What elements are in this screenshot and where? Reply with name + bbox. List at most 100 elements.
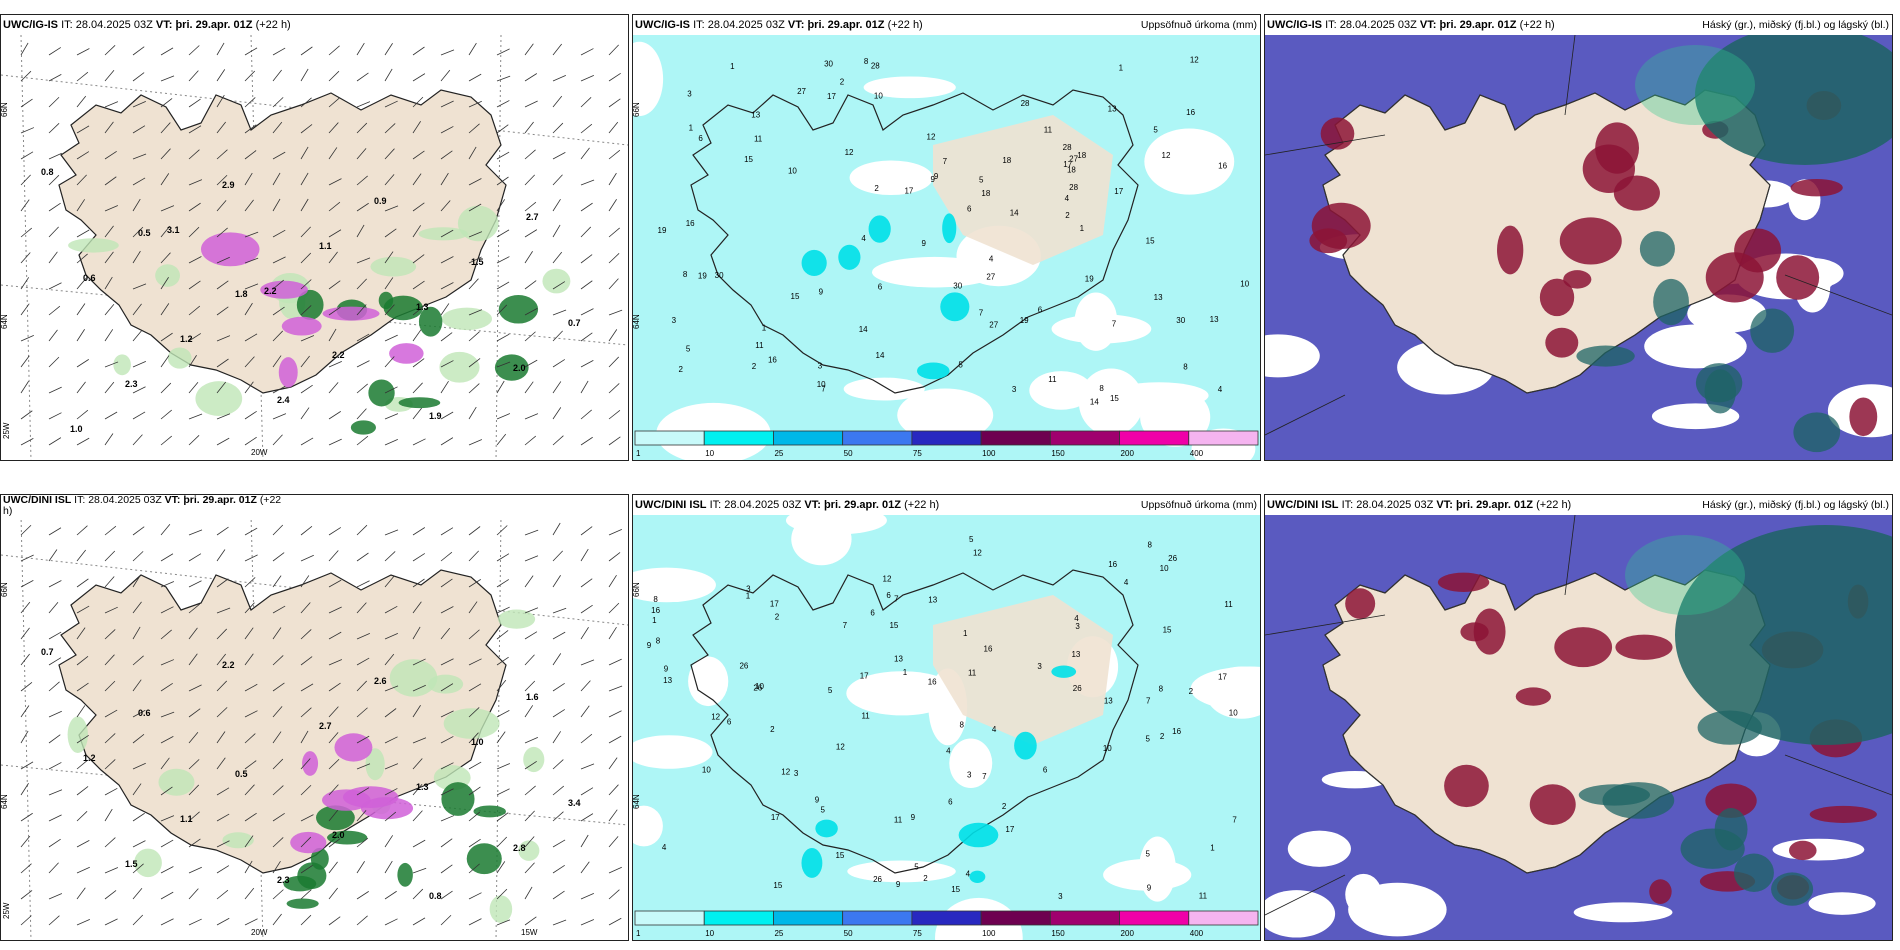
wind-barb [132,361,147,368]
wind-barb [272,860,281,874]
legend-swatch [1188,430,1259,446]
wind-barb [608,172,617,186]
snow-light-area [365,748,385,781]
wind-barb [76,578,89,588]
precip-value-label: 8 [653,595,658,604]
wind-barb [160,409,172,420]
wind-barb [76,151,90,160]
wind-barb [524,785,536,796]
precip-value-label: 8 [1159,685,1164,694]
lat-label-66n: 66N [1,582,9,597]
snow-value-label: 2.2 [222,660,235,670]
precip-value-label: 16 [768,355,777,364]
mid-cloud-area [1473,608,1506,655]
precip-value-label: 13 [1154,293,1163,302]
snow-labels: 0.7 0.6 0.5 2.0 0.8 1.6 1.2 1.1 2.3 2.6 1.0 3.4 1.5 2… [41,647,581,901]
precip-value-label: 7 [943,157,948,166]
it-value: 28.04.2025 03Z [75,19,153,31]
wind-barb [300,46,313,56]
wind-barb [608,784,619,796]
wind-barb [328,732,339,744]
snow-heavy-area [418,306,443,337]
wet-snow-area [260,280,308,299]
it-label: IT: [709,499,722,511]
wind-barb [412,202,425,212]
wind-barb [440,762,454,770]
precip-value-label: 28 [871,62,880,71]
snow-value-label: 0.8 [41,167,54,177]
panel-title: Uppsöfnuð úrkoma (mm) [1140,19,1257,31]
map-area[interactable] [1265,35,1892,460]
precip-value-label: 19 [658,226,667,235]
legend-tick: 50 [844,449,853,458]
wind-barb [76,866,90,874]
map-area[interactable]: 2 3 5 4 9 8 6 7 11 10 12 17 13 16 26 15 1 2 3 5 4 9 8 6 7 11 10 12 1… [633,515,1260,940]
wind-barb [20,42,29,56]
wind-barb [496,606,510,614]
snow-wind-panel-ig: UWC/IG-IS IT: 28.04.2025 03Z VT: þri. 29… [0,14,629,461]
wind-barb [384,68,393,82]
legend-tick: 200 [1121,929,1135,938]
snow-wind-panel-dini: UWC/DINI ISL IT: 28.04.2025 03Z VT: þri.… [0,494,629,941]
wind-barb [76,253,88,264]
wind-barb [188,355,197,368]
heavy-precip-area [801,848,823,878]
map-area[interactable]: 0.7 0.6 0.5 2.0 0.8 1.6 1.2 1.1 2.3 2.6 1.0 3.4 1.5 2… [1,515,628,940]
wind-barb [468,278,479,290]
legend-swatch [842,430,913,446]
wind-barb [48,915,60,926]
precip-value-label: 7 [1112,320,1117,329]
wind-barb [552,785,565,796]
map-area[interactable] [1265,515,1892,940]
wind-barb [104,867,119,874]
wind-barb [356,680,367,692]
wind-barb [244,333,258,342]
lead-time: (+22 h) [255,19,291,31]
wind-barb [384,174,395,186]
wind-barb [244,356,255,368]
wind-barb [524,575,534,588]
wind-barb [20,554,34,562]
map-area[interactable]: 0.8 0.5 1.8 2.2 1.9 2.7 0.6 1.2 2.4 0.9 1.5 0.7 2.3 2… [1,35,628,460]
precip-value-label: 5 [969,535,974,544]
wind-barbs [20,42,623,446]
wet-snow-area [389,343,424,364]
lead-time: (+22 h) [1536,499,1572,511]
wind-barb [580,705,590,718]
lon-label: 25W [2,902,11,919]
wind-barb [440,172,449,186]
snow-heavy-area [498,295,539,324]
clear-area [1772,838,1865,861]
wind-barb [468,439,483,446]
legend-tick: 100 [982,449,996,458]
vt-value: þri. 29.apr. 01Z [1439,19,1517,31]
wind-barb [188,918,202,926]
wind-barb [104,837,116,848]
wind-barb [300,864,313,874]
map-area[interactable]: 1 2 7 5 10 4 6 9 3 8 11 13 12 17 14 19 18 28 27 16 15 30 1 2 7 5 1… [633,35,1260,460]
wind-barb [440,551,453,562]
wind-barb [328,659,343,666]
wind-barb [272,69,282,82]
wind-barb [48,305,61,316]
wind-barb [216,227,228,238]
wind-barb [412,839,426,848]
mid-cloud-area [1559,217,1622,265]
wind-barb [272,575,282,588]
mid-cloud-area [1582,144,1635,193]
snow-value-label: 2.3 [125,379,138,389]
wind-barb [468,550,479,562]
wind-barb [552,359,566,368]
precip-value-label: 2 [752,362,757,371]
wind-barb [524,251,533,264]
wind-barb [132,734,145,744]
precip-value-label: 17 [904,187,913,196]
precip-value-label: 14 [1090,398,1099,407]
wind-barb [412,280,425,290]
wind-barb [356,278,367,290]
wind-barb [48,47,61,56]
precip-value-label: 6 [886,591,891,600]
lat-label-64n: 64N [633,794,641,809]
wind-barb [608,149,621,160]
snow-value-label: 1.9 [429,411,442,421]
